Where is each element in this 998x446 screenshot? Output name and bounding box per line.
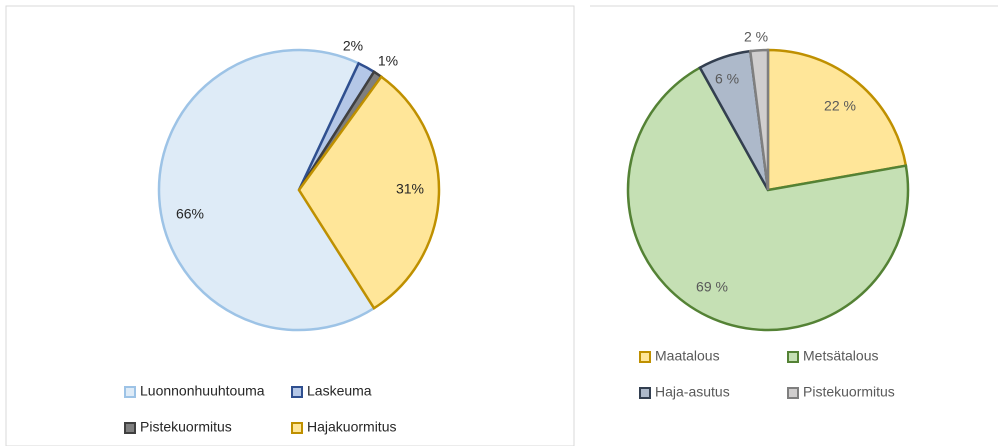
- pie-slice: [766, 48, 908, 192]
- pie-slice: [297, 74, 441, 310]
- legend-swatch: [124, 422, 136, 434]
- legend-swatch: [291, 386, 303, 398]
- legend-label: Pistekuormitus: [140, 419, 232, 435]
- data-label: 31%: [396, 181, 424, 197]
- legend-label: Luonnonhuuhtouma: [140, 383, 265, 399]
- data-label: 69 %: [696, 279, 728, 295]
- legend-label: Pistekuormitus: [803, 384, 895, 400]
- legend-swatch: [639, 351, 651, 363]
- legend-label: Metsätalous: [803, 348, 878, 364]
- legend-swatch: [787, 387, 799, 399]
- legend-label: Hajakuormitus: [307, 419, 396, 435]
- pie-slice: [748, 48, 770, 191]
- data-label: 66%: [176, 206, 204, 222]
- data-label: 22 %: [824, 98, 856, 114]
- legend-label: Haja-asutus: [655, 384, 730, 400]
- pie-slice: [157, 48, 376, 332]
- legend-swatch: [124, 386, 136, 398]
- legend-swatch: [787, 351, 799, 363]
- data-label: 6 %: [715, 71, 739, 87]
- data-label: 2%: [343, 38, 363, 54]
- legend-swatch: [291, 422, 303, 434]
- pie-slice: [626, 65, 910, 332]
- data-label: 1%: [378, 53, 398, 69]
- data-label: 2 %: [744, 29, 768, 45]
- legend-label: Laskeuma: [307, 383, 372, 399]
- legend-swatch: [639, 387, 651, 399]
- legend-label: Maatalous: [655, 348, 720, 364]
